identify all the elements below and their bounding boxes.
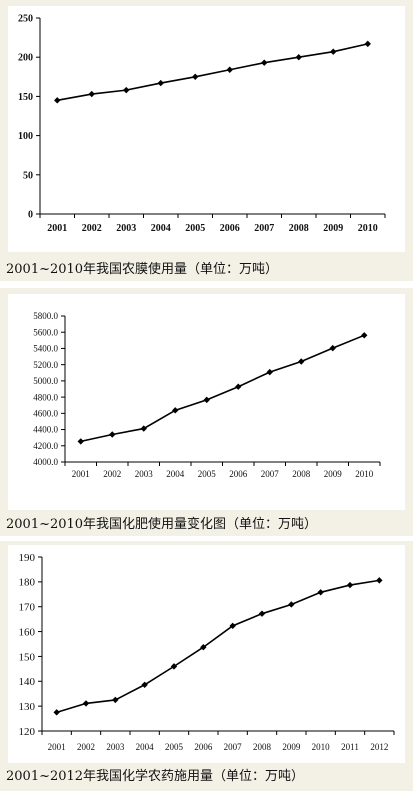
x-tick-label: 2004: [151, 223, 171, 234]
y-tick-label: 5400.0: [33, 344, 58, 354]
data-point: [295, 54, 302, 61]
data-point: [88, 90, 95, 98]
y-tick-label: 160: [19, 626, 36, 638]
data-point: [77, 438, 84, 445]
x-tick-label: 2008: [292, 469, 311, 479]
x-tick-label: 2009: [282, 742, 301, 752]
x-tick-label: 2006: [220, 223, 240, 234]
x-tick-label: 2002: [103, 469, 121, 479]
y-tick-label: 4200.0: [33, 441, 58, 451]
x-tick-label: 2003: [135, 469, 154, 479]
x-tick-label: 2005: [185, 223, 205, 234]
x-tick-label: 2001: [48, 742, 66, 752]
x-tick-label: 2007: [261, 469, 280, 479]
chart-caption-3: 2001~2012年我国化学农药施用量（单位：万吨）: [6, 769, 305, 784]
data-point: [361, 332, 368, 339]
data-point: [330, 48, 337, 55]
series-line: [80, 334, 365, 443]
y-tick-label: 180: [19, 577, 36, 589]
data-point: [172, 407, 179, 414]
y-tick-label: 130: [19, 701, 36, 713]
y-tick-label: 4600.0: [33, 408, 58, 418]
plot-background: [8, 6, 405, 252]
plastic-film-chart: 0 50 100 150 200 250 2001 2002 2003 2004 2005 2006 2…: [8, 6, 405, 252]
y-tick-label: 5800.0: [33, 311, 58, 321]
y-tick-label: 5200.0: [33, 360, 58, 370]
data-point: [82, 700, 90, 707]
x-tick-label: 2003: [116, 223, 136, 234]
x-tick-label: 2008: [253, 742, 272, 752]
y-tick-label: 250: [18, 14, 33, 25]
data-point: [329, 344, 336, 352]
plot-background: [8, 545, 405, 763]
x-tick-label: 2004: [166, 469, 185, 479]
x-tick-label: 2002: [82, 223, 102, 234]
x-tick-label: 2012: [370, 742, 388, 752]
data-point: [54, 97, 61, 104]
y-tick-label: 150: [19, 651, 36, 663]
chart-panel-3: 120 130 140 150 160 170 180 190 2001 2002 2003 2004…: [0, 541, 413, 791]
fertilizer-chart: 4000.0 4200.0 4400.0 4600.0 4800.0 5000.0 5200…: [8, 294, 405, 510]
x-tick-label: 2010: [355, 469, 374, 479]
chart-panel-1: 0 50 100 150 200 250 2001 2002 2003 2004 2005 2006 2…: [0, 0, 413, 281]
data-point: [376, 577, 383, 584]
x-tick-label: 2007: [224, 742, 243, 752]
data-point: [192, 73, 199, 80]
y-tick-label: 5600.0: [33, 327, 58, 337]
x-tick-label: 2007: [254, 223, 274, 234]
data-point: [235, 383, 242, 390]
x-tick-label: 2001: [47, 223, 67, 234]
chart-caption-2: 2001~2010年我国化肥使用量变化图（单位：万吨）: [6, 517, 318, 532]
x-tick-label: 2005: [165, 742, 184, 752]
y-tick-label: 4000.0: [33, 457, 58, 467]
series-line: [57, 43, 368, 102]
x-tick-label: 2005: [198, 469, 217, 479]
x-tick-label: 2009: [324, 469, 343, 479]
data-point: [112, 696, 119, 704]
chart-panel-2: 4000.0 4200.0 4400.0 4600.0 4800.0 5000.0 5200…: [0, 288, 413, 536]
data-point: [226, 66, 233, 73]
y-tick-label: 5000.0: [33, 376, 58, 386]
data-point: [298, 358, 305, 365]
y-tick-label: 200: [18, 53, 33, 64]
y-tick-label: 4800.0: [33, 392, 58, 402]
x-tick-label: 2003: [106, 742, 125, 752]
y-tick-label: 100: [18, 131, 33, 142]
y-tick-label: 140: [19, 676, 36, 688]
data-point: [123, 86, 130, 94]
y-tick-label: 170: [19, 602, 36, 614]
y-tick-label: 120: [19, 726, 36, 738]
data-point: [140, 425, 147, 432]
x-tick-label: 2010: [312, 742, 331, 752]
y-tick-label: 4400.0: [33, 425, 58, 435]
x-tick-label: 2004: [136, 742, 155, 752]
x-tick-label: 2011: [341, 742, 359, 752]
data-point: [261, 59, 268, 66]
x-tick-label: 2008: [289, 223, 309, 234]
x-tick-label: 2001: [72, 469, 90, 479]
series-line: [56, 579, 380, 714]
data-point: [109, 431, 116, 438]
chart-caption-1: 2001~2010年我国农膜使用量（单位：万吨）: [6, 262, 279, 277]
x-tick-label: 2006: [229, 469, 248, 479]
y-tick-label: 150: [18, 92, 33, 103]
data-point: [266, 368, 273, 376]
x-tick-label: 2002: [77, 742, 95, 752]
y-tick-label: 0: [28, 210, 33, 221]
pesticide-chart: 120 130 140 150 160 170 180 190 2001 2002 2003 2004…: [8, 545, 405, 763]
x-tick-label: 2009: [323, 223, 343, 234]
data-point: [157, 79, 164, 87]
data-point: [364, 40, 371, 48]
data-point: [203, 396, 210, 404]
x-tick-label: 2010: [358, 223, 378, 234]
y-tick-label: 190: [19, 552, 36, 564]
y-tick-label: 50: [23, 170, 33, 181]
x-tick-label: 2006: [194, 742, 213, 752]
